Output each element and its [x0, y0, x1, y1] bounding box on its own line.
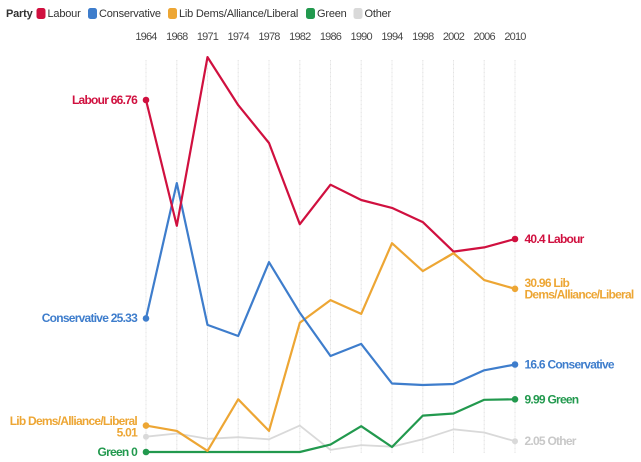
- svg-text:1986: 1986: [320, 31, 342, 43]
- svg-text:Lib Dems/Alliance/Liberal: Lib Dems/Alliance/Liberal: [179, 8, 298, 20]
- svg-text:Dems/Alliance/Liberal: Dems/Alliance/Liberal: [525, 288, 634, 302]
- svg-text:Party: Party: [6, 8, 34, 20]
- svg-text:Conservative: Conservative: [99, 8, 161, 20]
- svg-text:1990: 1990: [351, 31, 373, 43]
- svg-text:Green: Green: [317, 8, 347, 20]
- svg-text:1971: 1971: [197, 31, 219, 43]
- svg-text:Conservative 25.33: Conservative 25.33: [42, 311, 138, 325]
- svg-text:2002: 2002: [443, 31, 465, 43]
- svg-text:2010: 2010: [504, 31, 526, 43]
- svg-text:Labour 66.76: Labour 66.76: [72, 93, 138, 107]
- svg-text:Lib Dems/Alliance/Liberal: Lib Dems/Alliance/Liberal: [10, 414, 138, 428]
- svg-text:1978: 1978: [258, 31, 280, 43]
- svg-text:5.01: 5.01: [117, 426, 138, 440]
- svg-text:Green 0: Green 0: [98, 445, 139, 459]
- svg-text:1974: 1974: [228, 31, 250, 43]
- svg-text:40.4 Labour: 40.4 Labour: [525, 232, 585, 246]
- svg-text:1998: 1998: [412, 31, 434, 43]
- svg-text:9.99 Green: 9.99 Green: [525, 392, 579, 406]
- svg-text:1982: 1982: [289, 31, 311, 43]
- svg-text:Other: Other: [365, 8, 392, 20]
- svg-text:1994: 1994: [381, 31, 403, 43]
- svg-text:1968: 1968: [166, 31, 188, 43]
- svg-text:16.6 Conservative: 16.6 Conservative: [525, 358, 615, 372]
- svg-text:2006: 2006: [474, 31, 496, 43]
- svg-text:Labour: Labour: [48, 8, 82, 20]
- svg-text:30.96 Lib: 30.96 Lib: [525, 276, 570, 290]
- svg-text:2.05 Other: 2.05 Other: [525, 434, 577, 448]
- svg-text:1964: 1964: [135, 31, 157, 43]
